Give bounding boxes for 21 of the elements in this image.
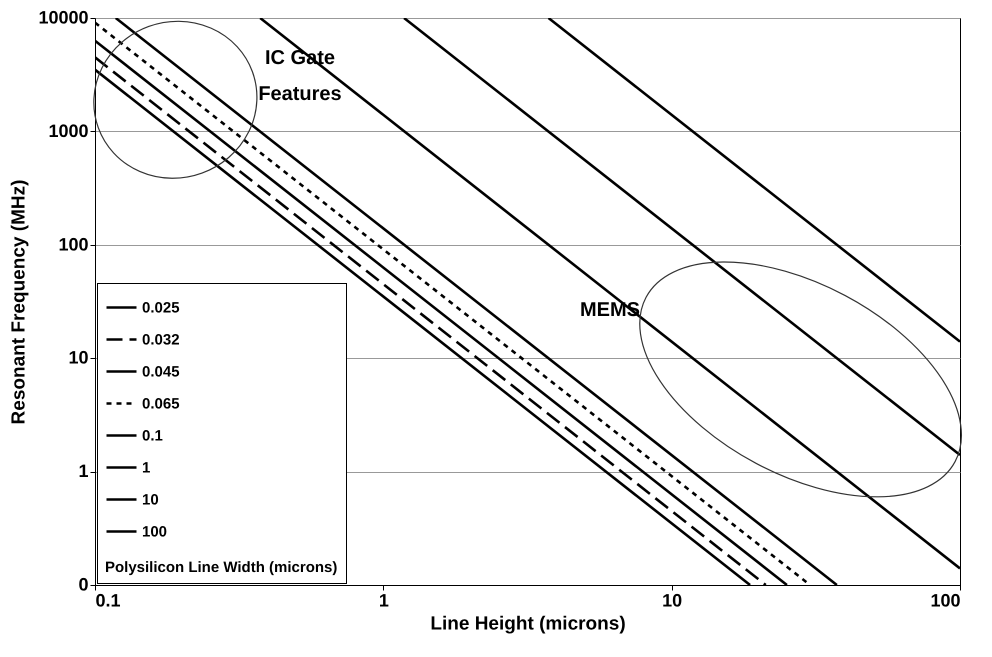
x-tick-label: 100 xyxy=(930,590,960,610)
x-tick-label: 1 xyxy=(378,590,389,610)
legend-label: 0.1 xyxy=(142,428,163,444)
legend-label: 10 xyxy=(142,492,159,508)
legend-label: 0.025 xyxy=(142,300,180,316)
y-tick-label: 1000 xyxy=(48,120,88,141)
y-tick-label: 1 xyxy=(78,461,88,482)
legend-label: 100 xyxy=(142,524,168,540)
y-axis-title: Resonant Frequency (MHz) xyxy=(8,180,30,424)
y-tick-label: 10 xyxy=(68,348,88,368)
y-tick-label: 10000 xyxy=(38,8,88,28)
y-tick-label: 100 xyxy=(58,234,88,254)
x-tick-label: 0.1 xyxy=(96,590,121,610)
legend-label: 0.045 xyxy=(142,364,180,380)
legend-label: 1 xyxy=(142,460,150,476)
legend-label: 0.032 xyxy=(142,332,180,348)
legend-label: 0.065 xyxy=(142,396,180,412)
y-tick-label: 0 xyxy=(78,574,88,594)
x-tick-label: 10 xyxy=(662,590,682,610)
x-axis-title: Line Height (microns) xyxy=(430,614,626,634)
legend-title: Polysilicon Line Width (microns) xyxy=(105,559,338,576)
